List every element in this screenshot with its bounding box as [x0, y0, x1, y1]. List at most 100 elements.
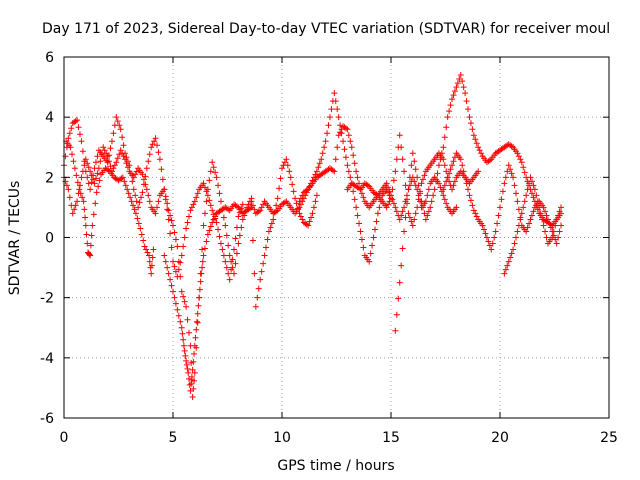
data-point	[469, 126, 476, 133]
data-point	[332, 98, 339, 105]
data-point	[90, 211, 97, 218]
data-point	[457, 72, 464, 79]
data-point	[460, 168, 467, 175]
data-point	[175, 312, 182, 319]
data-point	[537, 210, 544, 217]
data-point	[187, 387, 194, 394]
data-point	[235, 213, 242, 220]
data-point	[145, 158, 152, 165]
data-point	[185, 369, 192, 376]
data-point	[398, 144, 405, 151]
data-point	[179, 330, 186, 337]
data-point	[449, 162, 456, 169]
x-tick-label: 25	[600, 430, 618, 446]
data-point	[174, 273, 181, 280]
data-point	[476, 147, 483, 154]
data-point	[403, 192, 410, 199]
data-point	[514, 150, 521, 157]
data-point	[502, 174, 509, 181]
data-point	[443, 200, 450, 207]
data-point	[510, 174, 517, 181]
y-tick-label: -6	[40, 411, 54, 427]
data-point	[512, 234, 519, 241]
data-point	[233, 250, 240, 257]
data-point	[265, 228, 272, 235]
data-point	[236, 232, 243, 239]
data-point	[374, 210, 381, 217]
data-point	[248, 198, 255, 205]
data-point	[393, 156, 400, 163]
data-point	[350, 152, 357, 159]
data-point	[193, 318, 200, 325]
data-point	[356, 185, 363, 192]
data-point	[447, 166, 454, 173]
data-point	[68, 125, 75, 132]
data-point	[206, 227, 213, 234]
data-point	[74, 179, 81, 186]
data-point	[558, 222, 565, 229]
data-point	[518, 210, 525, 217]
data-point	[165, 207, 172, 214]
data-point	[257, 207, 264, 214]
data-point	[183, 303, 190, 310]
data-point	[528, 190, 535, 197]
data-point	[347, 174, 354, 181]
grid	[64, 57, 609, 418]
data-point	[419, 176, 426, 183]
data-point	[233, 224, 240, 231]
data-point	[249, 202, 256, 209]
data-point	[200, 180, 207, 187]
data-point	[555, 234, 562, 241]
data-point	[521, 169, 528, 176]
data-point	[550, 228, 557, 235]
data-point	[231, 270, 238, 277]
data-point	[143, 246, 150, 253]
data-point	[200, 222, 207, 229]
data-point	[390, 200, 397, 207]
data-point	[530, 208, 537, 215]
data-point	[478, 150, 485, 157]
data-point	[312, 198, 319, 205]
data-point	[132, 171, 139, 178]
data-point	[405, 210, 412, 217]
data-point	[215, 182, 222, 189]
data-point	[86, 251, 93, 258]
data-point	[79, 194, 86, 201]
data-point	[260, 201, 267, 208]
data-point	[543, 212, 550, 219]
data-point	[517, 156, 524, 163]
data-point	[129, 178, 136, 185]
data-point	[356, 180, 363, 187]
x-tick-label: 15	[382, 430, 400, 446]
data-point	[184, 316, 191, 323]
data-point	[299, 192, 306, 199]
data-point	[399, 208, 406, 215]
data-point	[94, 153, 101, 160]
data-point	[501, 270, 508, 277]
data-point	[508, 250, 515, 257]
data-point	[360, 244, 367, 251]
data-point	[309, 210, 316, 217]
data-point	[156, 156, 163, 163]
data-point	[274, 195, 281, 202]
data-point	[497, 204, 503, 211]
data-point	[414, 186, 421, 193]
data-point	[281, 159, 288, 166]
data-point	[258, 268, 265, 275]
data-point	[100, 144, 107, 151]
data-point	[316, 160, 323, 167]
data-point	[392, 204, 399, 211]
data-point	[507, 254, 514, 261]
data-point	[431, 186, 438, 193]
data-point	[306, 218, 313, 225]
data-point	[268, 220, 275, 227]
data-point	[558, 204, 565, 211]
data-point	[433, 178, 440, 185]
data-point	[373, 218, 380, 225]
data-point	[514, 198, 521, 205]
data-point	[175, 258, 182, 265]
data-point	[82, 214, 89, 221]
y-tick-label: 0	[45, 231, 54, 247]
data-point	[141, 243, 148, 250]
data-point	[84, 174, 91, 181]
